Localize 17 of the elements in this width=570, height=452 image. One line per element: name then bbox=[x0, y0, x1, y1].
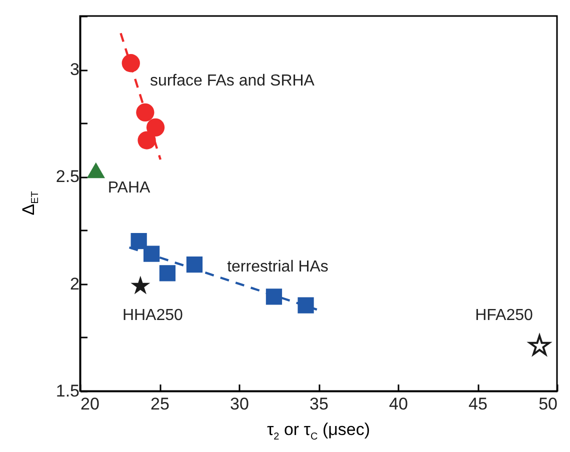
y-tick-label: 2 bbox=[70, 274, 80, 294]
x-tick-label: 35 bbox=[310, 394, 328, 414]
x-tick-label: 30 bbox=[230, 394, 249, 414]
annotation: terrestrial HAs bbox=[227, 258, 328, 276]
annotation: PAHA bbox=[108, 179, 151, 196]
x-axis-title: τ$_{2}$ or τ$_{C}$ (μsec) bbox=[266, 420, 372, 442]
annotation: surface FAs and SRHA bbox=[150, 72, 315, 90]
y-tick-label: 3 bbox=[70, 60, 80, 80]
annotation: HHA250 bbox=[122, 306, 184, 324]
x-tick-label: 20 bbox=[80, 394, 100, 414]
x-tick-label: 40 bbox=[389, 394, 408, 414]
annotation: HFA250 bbox=[475, 306, 534, 324]
x-tick-label: 25 bbox=[150, 394, 170, 414]
y-tick-label: 2.5 bbox=[56, 167, 80, 186]
x-tick-label: 50 bbox=[538, 394, 558, 414]
x-tick-label: 45 bbox=[468, 394, 488, 414]
y-tick-label: 1.5 bbox=[56, 382, 80, 400]
